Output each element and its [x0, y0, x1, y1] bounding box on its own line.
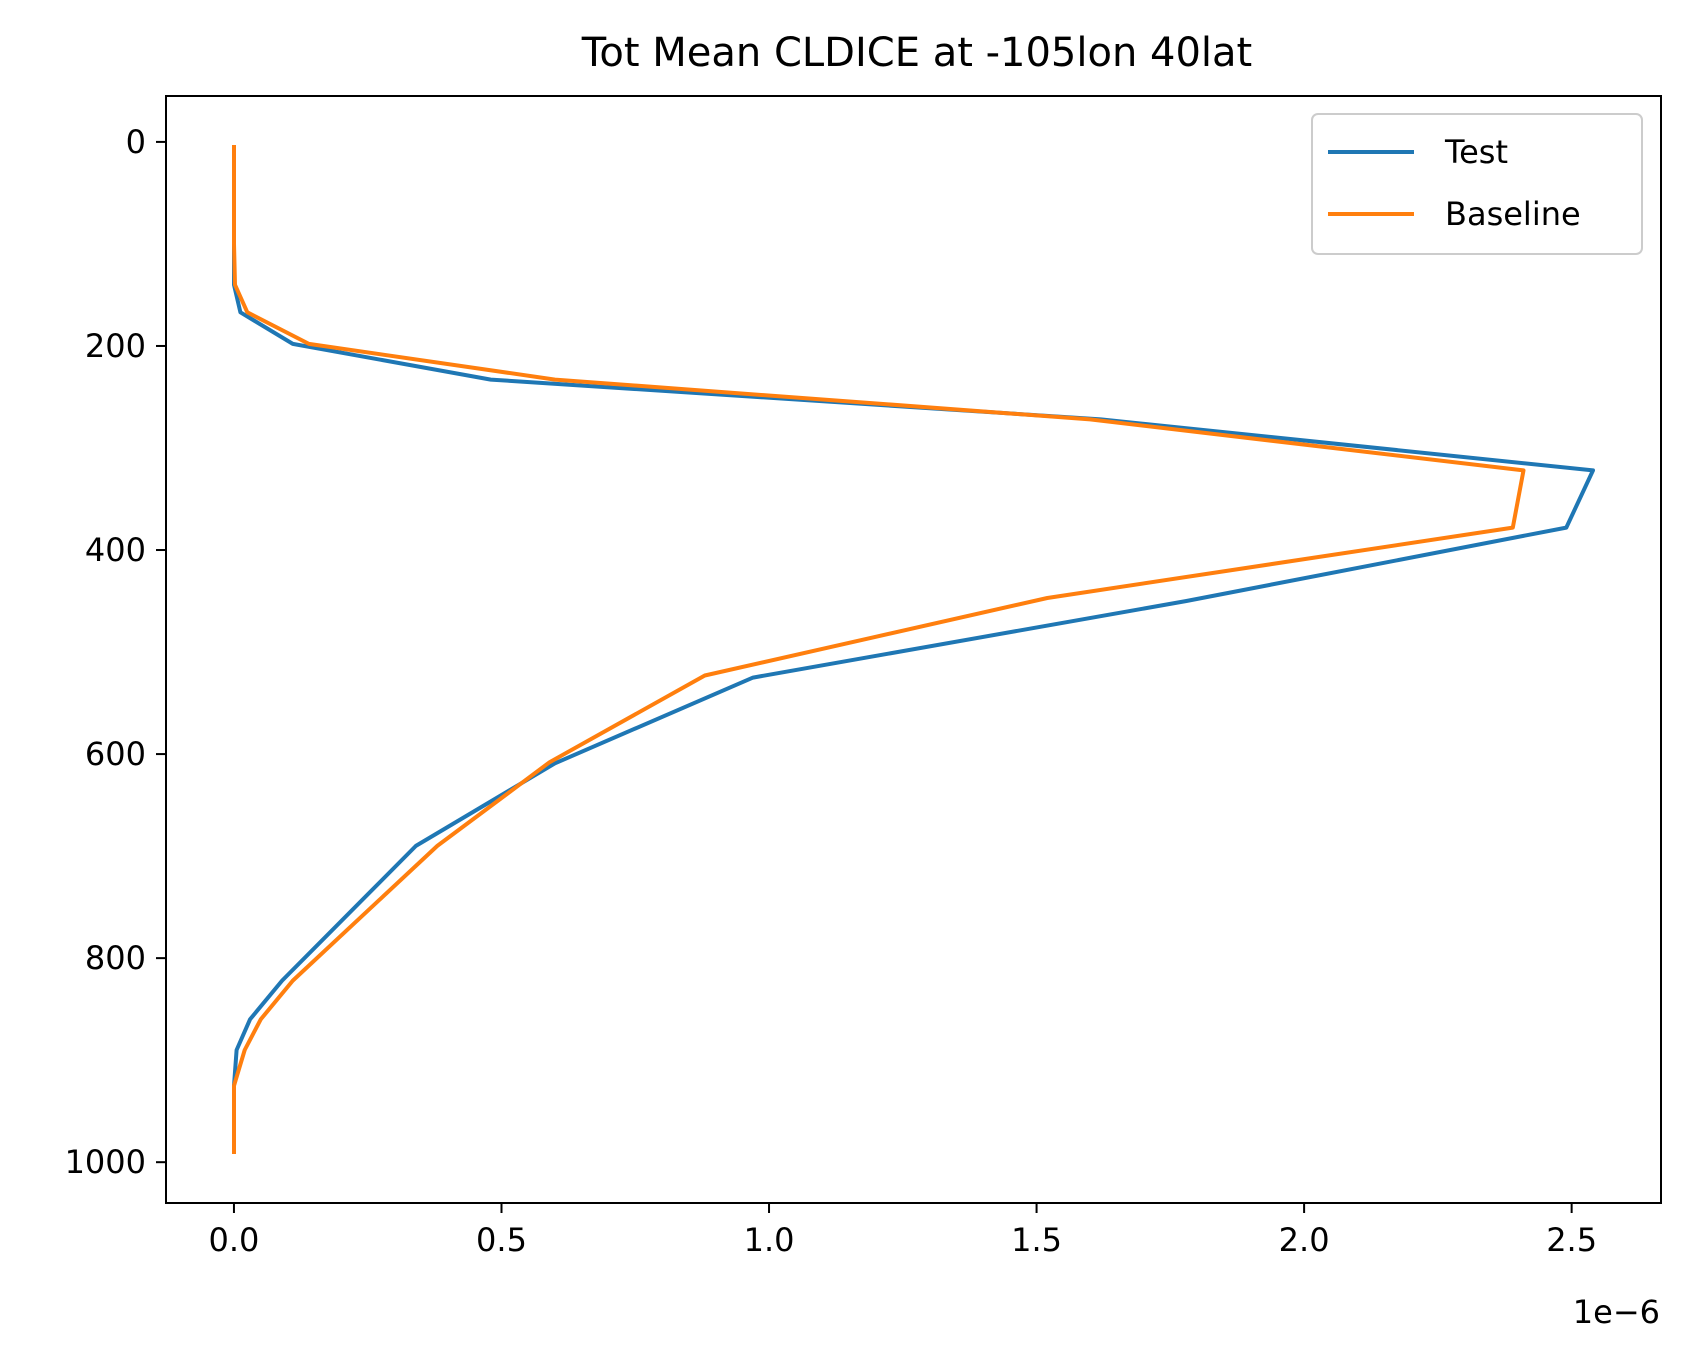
x-tick-label: 1.5 — [1011, 1221, 1062, 1259]
chart-title: Tot Mean CLDICE at -105lon 40lat — [581, 30, 1253, 76]
x-tick-label: 1.0 — [744, 1221, 795, 1259]
axes-frame — [165, 95, 1662, 1204]
y-axis: 0 200 400 600 800 1000 — [65, 123, 166, 1181]
x-tick-label: 0.5 — [476, 1221, 527, 1259]
x-tick-label: 2.0 — [1279, 1221, 1330, 1259]
x-axis: 0.0 0.5 1.0 1.5 2.0 2.5 — [209, 1203, 1597, 1259]
legend-label-baseline: Baseline — [1445, 195, 1581, 233]
legend-frame — [1311, 113, 1643, 255]
legend: Test Baseline — [1311, 113, 1643, 255]
series-baseline — [232, 145, 1526, 1154]
series-line-test — [232, 145, 1595, 1154]
x-offset-label: 1e−6 — [1573, 1293, 1660, 1331]
y-tick-label: 600 — [85, 735, 146, 773]
series-test — [232, 145, 1595, 1154]
y-tick-label: 400 — [85, 531, 146, 569]
y-tick-label: 800 — [85, 939, 146, 977]
y-tick-label: 0 — [126, 123, 146, 161]
x-tick-label: 2.5 — [1546, 1221, 1597, 1259]
series-line-baseline — [232, 145, 1526, 1154]
y-tick-label: 1000 — [65, 1143, 146, 1181]
y-tick-label: 200 — [85, 327, 146, 365]
x-tick-label: 0.0 — [209, 1221, 260, 1259]
legend-label-test: Test — [1444, 133, 1508, 171]
